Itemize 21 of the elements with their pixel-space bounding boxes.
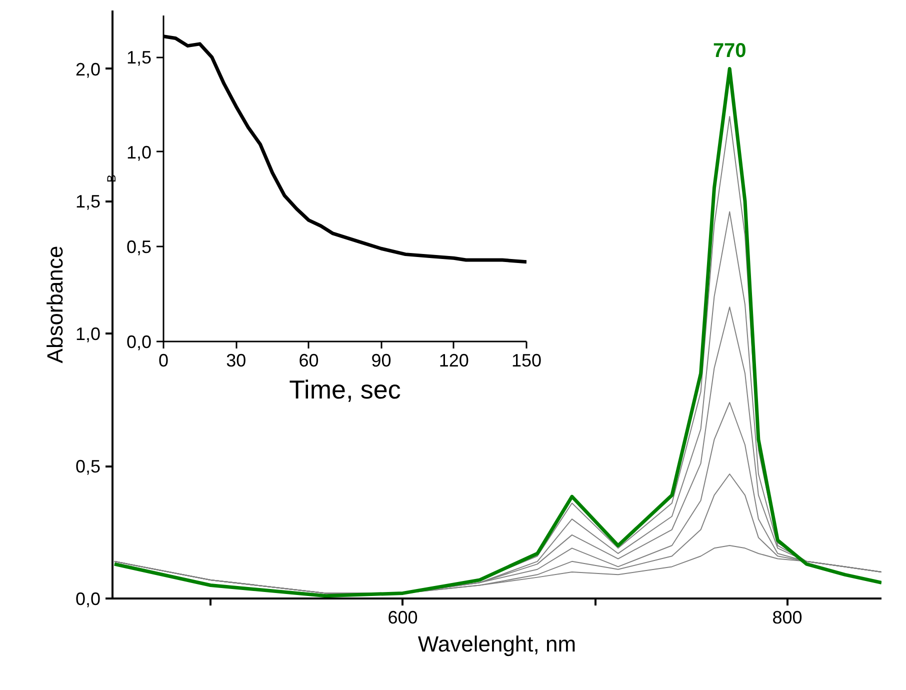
annotation: 770 [712, 40, 746, 62]
x-tick-label: 800 [772, 608, 802, 628]
x-tick-label: 30 [226, 350, 246, 370]
y-tick-label: 1,0 [75, 324, 101, 344]
x-tick-label: 120 [438, 350, 469, 370]
y-tick-label: 1,5 [126, 48, 152, 68]
x-tick-label: 0 [158, 350, 169, 370]
x-axis-title: Wavelenght, nm [418, 632, 576, 656]
y-axis-title: Absorbance [42, 246, 68, 364]
y-tick-label: 0,0 [75, 589, 101, 609]
x-tick-label: 60 [298, 350, 319, 370]
y-tick-label: 2,0 [75, 59, 101, 80]
y-tick-label: 0,5 [75, 456, 101, 477]
x-axis-title: Time, sec [289, 374, 401, 404]
x-tick-label: 150 [511, 350, 542, 370]
y-tick-label: 1,0 [126, 142, 152, 162]
y-tick-label: 0,5 [126, 237, 152, 258]
y-tick-label: 1,5 [75, 192, 101, 212]
x-tick-label: 90 [371, 350, 392, 370]
y-tick-label: 0,0 [126, 332, 152, 352]
x-tick-label: 600 [388, 608, 418, 628]
